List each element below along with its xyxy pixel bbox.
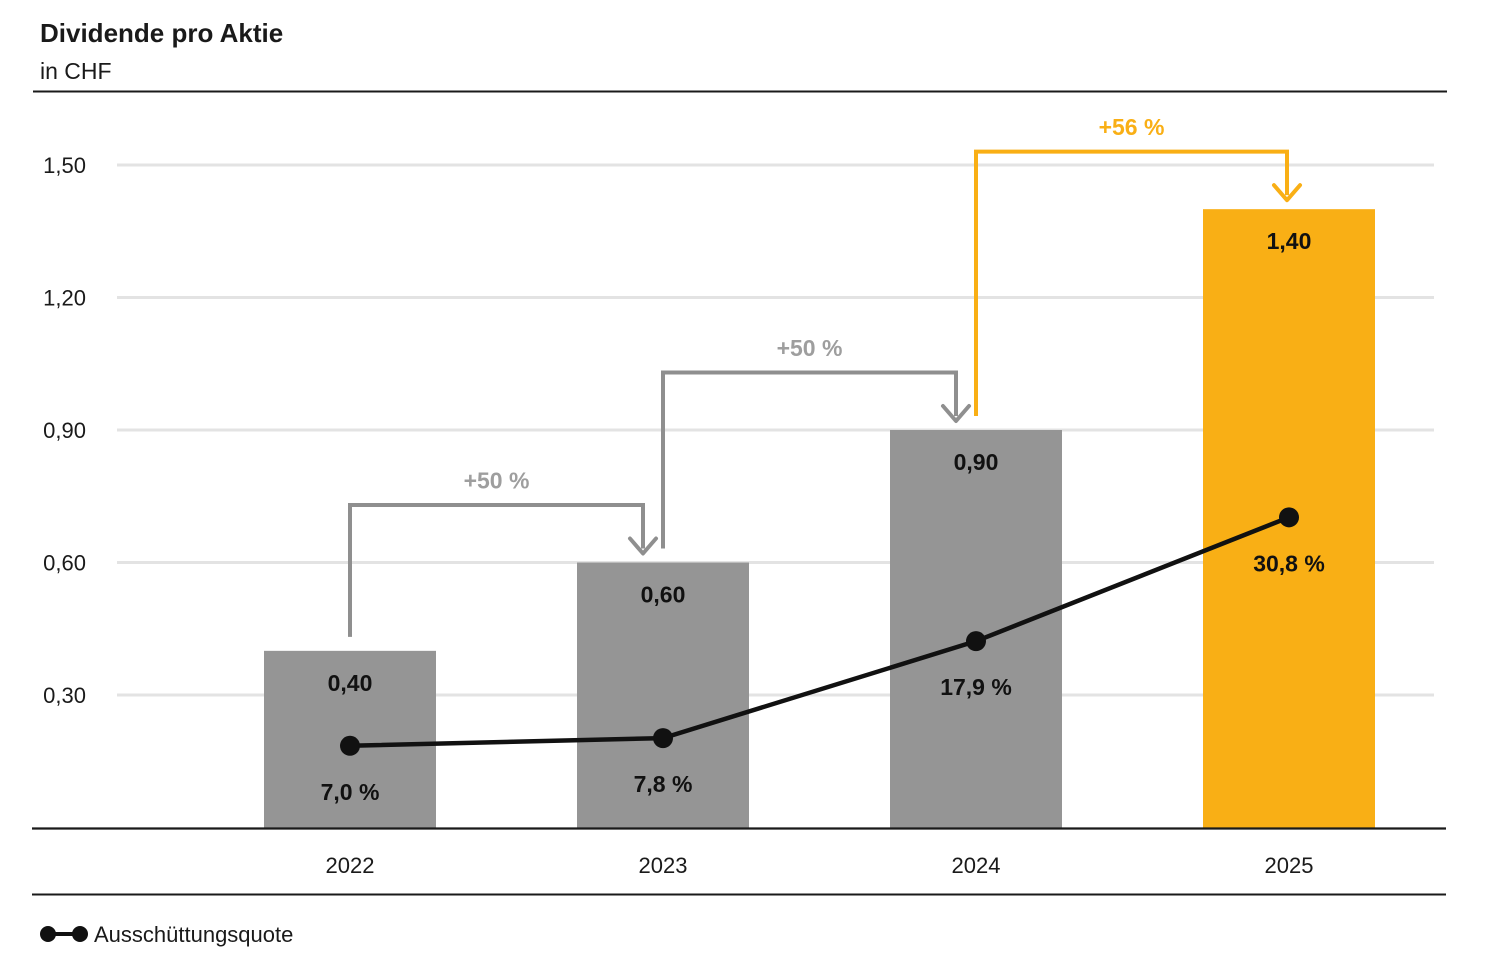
payout-dot-2023 — [653, 728, 673, 749]
payout-dot-2024 — [966, 631, 986, 652]
growth-bracket-line — [974, 149, 1289, 416]
legend: Ausschüttungsquote — [40, 922, 293, 947]
payout-ratio-line — [349, 515, 1290, 749]
bar-value-label: 1,40 — [1267, 228, 1312, 254]
arrow-down-icon — [941, 404, 971, 423]
y-tick-label: 0,60 — [43, 551, 86, 576]
y-tick-label: 0,30 — [43, 683, 86, 708]
payout-line-group: 7,0 % 7,8 % 17,9 % 30,8 % — [321, 507, 1325, 805]
page-subtitle: in CHF — [40, 58, 112, 84]
growth-label: +50 % — [777, 335, 843, 361]
growth-label: +50 % — [464, 467, 530, 493]
payout-dot-2022 — [340, 735, 360, 756]
arrow-down-icon — [1272, 183, 1302, 203]
bar-value-label: 0,90 — [954, 449, 999, 475]
bar-2023 — [577, 562, 749, 828]
payout-ratio-label: 17,9 % — [940, 674, 1012, 700]
growth-annotations-group: +50 % +50 % +56 % — [348, 114, 1302, 637]
payout-dot-2025 — [1279, 507, 1299, 528]
growth-label: +56 % — [1099, 114, 1165, 140]
growth-bracket-line — [348, 503, 645, 637]
bar-value-label: 0,60 — [641, 581, 686, 607]
bars-group: 0,40 0,60 0,90 1,40 — [264, 209, 1375, 828]
y-tick-label: 1,20 — [43, 286, 86, 311]
category-label-2022: 2022 — [326, 853, 375, 878]
category-label-2025: 2025 — [1265, 853, 1314, 878]
growth-bracket-2023-2024: +50 % — [661, 335, 971, 549]
payout-ratio-label: 7,0 % — [321, 779, 380, 805]
legend-label: Ausschüttungsquote — [94, 922, 293, 947]
bar-2024 — [890, 429, 1062, 828]
payout-ratio-label: 7,8 % — [634, 771, 693, 797]
category-label-2023: 2023 — [639, 853, 688, 878]
legend-marker-dot — [40, 926, 56, 942]
bar-value-label: 0,40 — [328, 670, 373, 696]
y-tick-label: 1,50 — [43, 153, 86, 178]
growth-bracket-line — [661, 370, 958, 549]
arrow-down-icon — [628, 536, 658, 556]
growth-bracket-2022-2023: +50 % — [348, 467, 658, 637]
category-label-2024: 2024 — [952, 853, 1001, 878]
growth-bracket-2024-2025: +56 % — [974, 114, 1302, 416]
y-tick-label: 0,90 — [43, 418, 86, 443]
legend-marker-dot — [72, 926, 88, 942]
page-title: Dividende pro Aktie — [40, 18, 283, 48]
payout-ratio-label: 30,8 % — [1253, 550, 1325, 576]
